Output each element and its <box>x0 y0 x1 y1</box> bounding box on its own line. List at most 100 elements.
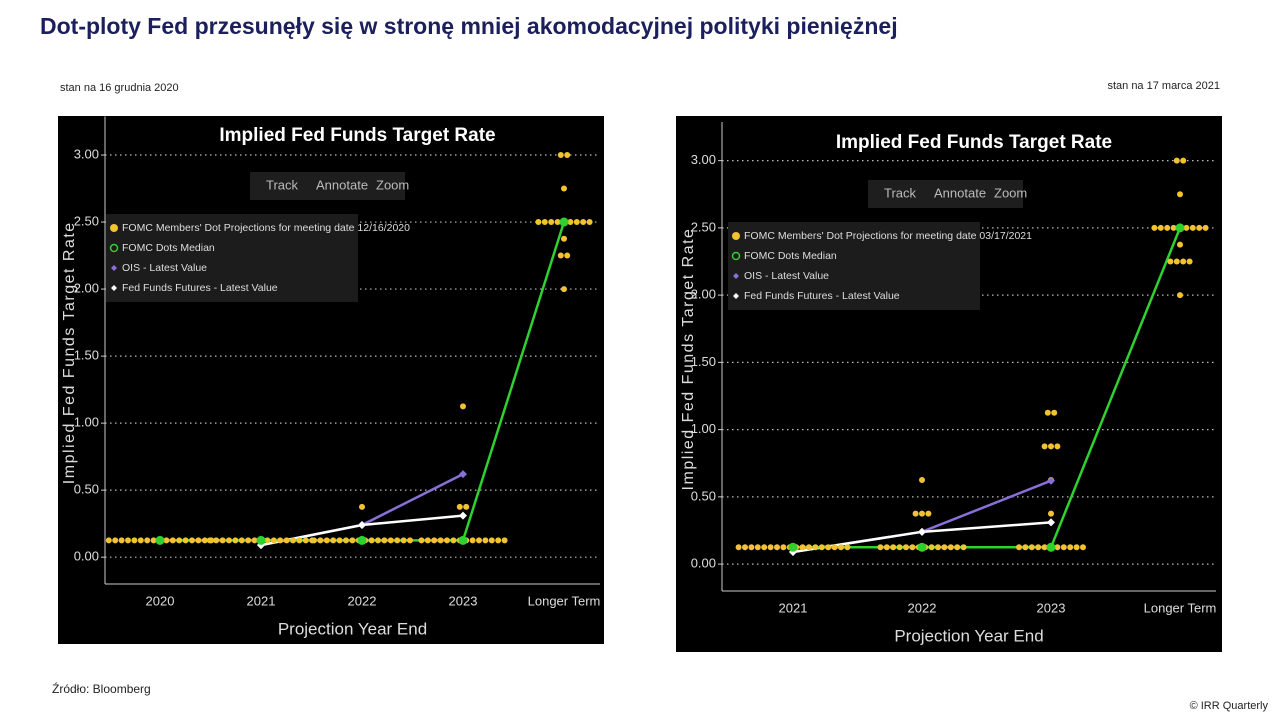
y-tick-label: 3.00 <box>691 152 716 167</box>
y-tick-label: 1.50 <box>74 348 99 363</box>
fomc-dot <box>1173 157 1180 164</box>
fomc-dot <box>343 537 349 544</box>
fomc-dot <box>144 537 151 544</box>
fomc-dot <box>586 219 593 226</box>
fomc-dot <box>1164 224 1171 231</box>
fomc-dot <box>1167 258 1174 265</box>
y-tick-label: 1.00 <box>74 415 99 430</box>
fomc-dot <box>387 537 394 544</box>
fomc-dot <box>495 537 502 544</box>
fomc-dot <box>1202 224 1209 231</box>
fomc-dot <box>137 537 144 544</box>
fomc-dot <box>125 537 131 544</box>
fomc-dot <box>431 537 438 544</box>
fomc-dot <box>163 537 170 544</box>
toolbar-button[interactable]: Zoom <box>376 177 409 192</box>
fomc-dot <box>1022 544 1029 551</box>
fomc-dot <box>201 537 208 544</box>
fomc-dot <box>1054 443 1061 450</box>
chart-title: Implied Fed Funds Target Rate <box>836 132 1112 153</box>
fomc-dot <box>561 286 567 293</box>
fomc-dot <box>831 544 838 551</box>
series-marker <box>459 511 467 520</box>
fomc-dot <box>912 510 919 517</box>
fomc-dot <box>774 544 780 551</box>
toolbar-button[interactable]: Track <box>884 185 917 200</box>
fomc-dot <box>264 537 271 544</box>
fomc-dot <box>1180 258 1187 265</box>
fomc-dot <box>780 544 787 551</box>
x-tick-label: 2022 <box>348 593 377 608</box>
fomc-dot <box>1060 544 1067 551</box>
fomc-dot <box>919 477 925 484</box>
fomc-dot <box>947 544 954 551</box>
fomc-dot <box>368 537 375 544</box>
fomc-dot <box>954 544 961 551</box>
median-marker <box>559 217 569 227</box>
toolbar-button[interactable]: Annotate <box>934 185 986 200</box>
fomc-dot <box>232 537 239 544</box>
fomc-dot <box>424 537 431 544</box>
fomc-dot <box>564 152 571 159</box>
legend-swatch <box>110 224 118 232</box>
median-marker <box>1046 542 1056 552</box>
fomc-dot <box>296 537 303 544</box>
slide-title: Dot-ploty Fed przesunęły się w stronę mn… <box>40 13 898 39</box>
toolbar <box>868 180 1023 208</box>
x-axis-label: Projection Year End <box>278 619 427 638</box>
fomc-dot <box>290 537 296 544</box>
legend-swatch <box>731 251 741 261</box>
legend-swatch <box>111 265 117 271</box>
fomc-dot <box>1016 544 1022 551</box>
y-tick-label: 1.50 <box>691 354 716 369</box>
fomc-dot <box>381 537 388 544</box>
median-marker <box>256 535 266 545</box>
fomc-dot <box>400 537 407 544</box>
chart-note: stan na 16 grudnia 2020 <box>60 82 179 94</box>
y-tick-label: 1.00 <box>691 421 716 436</box>
fomc-dot <box>1173 258 1180 265</box>
median-marker <box>357 535 367 545</box>
legend-label: FOMC Dots Median <box>744 250 837 262</box>
fomc-dot <box>105 537 112 544</box>
legend-background <box>106 214 358 302</box>
fomc-dot <box>1177 241 1183 248</box>
fomc-dot <box>554 219 561 226</box>
fomc-dot <box>1183 224 1190 231</box>
fomc-dot <box>1035 544 1042 551</box>
series-marker <box>1047 518 1055 527</box>
fomc-dot <box>469 537 476 544</box>
median-marker <box>1175 223 1185 233</box>
toolbar-button[interactable]: Zoom <box>994 185 1027 200</box>
legend-swatch <box>109 243 119 253</box>
legend-label: Fed Funds Futures - Latest Value <box>122 282 278 294</box>
x-tick-label: 2023 <box>1037 600 1066 615</box>
chart-note: stan na 17 marca 2021 <box>1107 80 1220 92</box>
fomc-dot <box>1048 443 1054 450</box>
fomc-dot <box>488 537 495 544</box>
fomc-dot <box>567 219 574 226</box>
fomc-dot <box>131 537 138 544</box>
toolbar-button[interactable]: Track <box>266 177 299 192</box>
fomc-dot <box>311 537 317 544</box>
legend-background <box>728 222 980 310</box>
fomc-dot <box>883 544 890 551</box>
fomc-dot <box>394 537 401 544</box>
fomc-dot <box>1157 224 1164 231</box>
fomc-dot <box>375 537 381 544</box>
chart-title: Implied Fed Funds Target Rate <box>219 125 495 146</box>
fomc-dot <box>806 544 812 551</box>
legend-swatch <box>732 232 740 240</box>
toolbar-button[interactable]: Annotate <box>316 177 368 192</box>
fomc-dot <box>323 537 330 544</box>
fomc-dot <box>557 252 564 259</box>
median-marker <box>458 535 468 545</box>
fomc-dot <box>1177 292 1183 299</box>
fomc-dot <box>270 537 277 544</box>
fomc-dot <box>1170 224 1177 231</box>
fomc-dot <box>1051 409 1058 416</box>
fomc-dot <box>754 544 761 551</box>
source: Źródło: Bloomberg <box>52 681 151 696</box>
fomc-dot <box>118 537 125 544</box>
fomc-dot <box>761 544 768 551</box>
